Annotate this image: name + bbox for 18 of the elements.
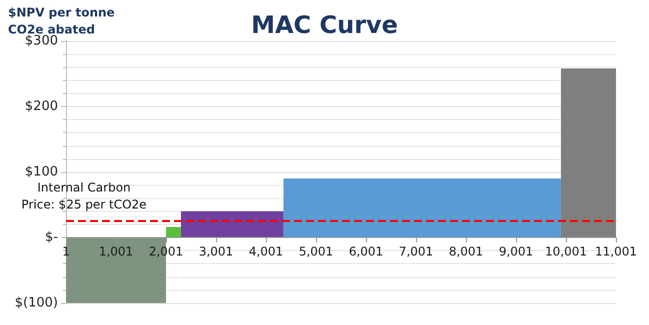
x-tick-label: 6,001 — [348, 244, 384, 258]
y-tick-label: $200 — [24, 99, 58, 114]
y-tick-label: $(100) — [14, 296, 58, 310]
x-tick-label: 3,001 — [198, 244, 234, 258]
y-tick-label: $- — [45, 230, 58, 245]
x-tick-label: 5,001 — [298, 244, 334, 258]
x-tick-label: 7,001 — [398, 244, 434, 258]
x-tick-label: 10,001 — [545, 244, 587, 258]
y-tick-label: $300 — [24, 34, 58, 48]
ref-line-label: Internal Carbon Price: $25 per tCO2e — [21, 180, 147, 212]
x-tick-label: 9,001 — [498, 244, 534, 258]
x-tick-label: 1,001 — [98, 244, 134, 258]
x-tick-label: 11,001 — [595, 244, 637, 258]
x-tick-label: 1 — [62, 244, 70, 258]
x-tick-label: 4,001 — [248, 244, 284, 258]
y-tick-label: $100 — [24, 164, 58, 180]
chart-title: MAC Curve — [251, 11, 398, 39]
x-tick-label: 8,001 — [448, 244, 484, 258]
